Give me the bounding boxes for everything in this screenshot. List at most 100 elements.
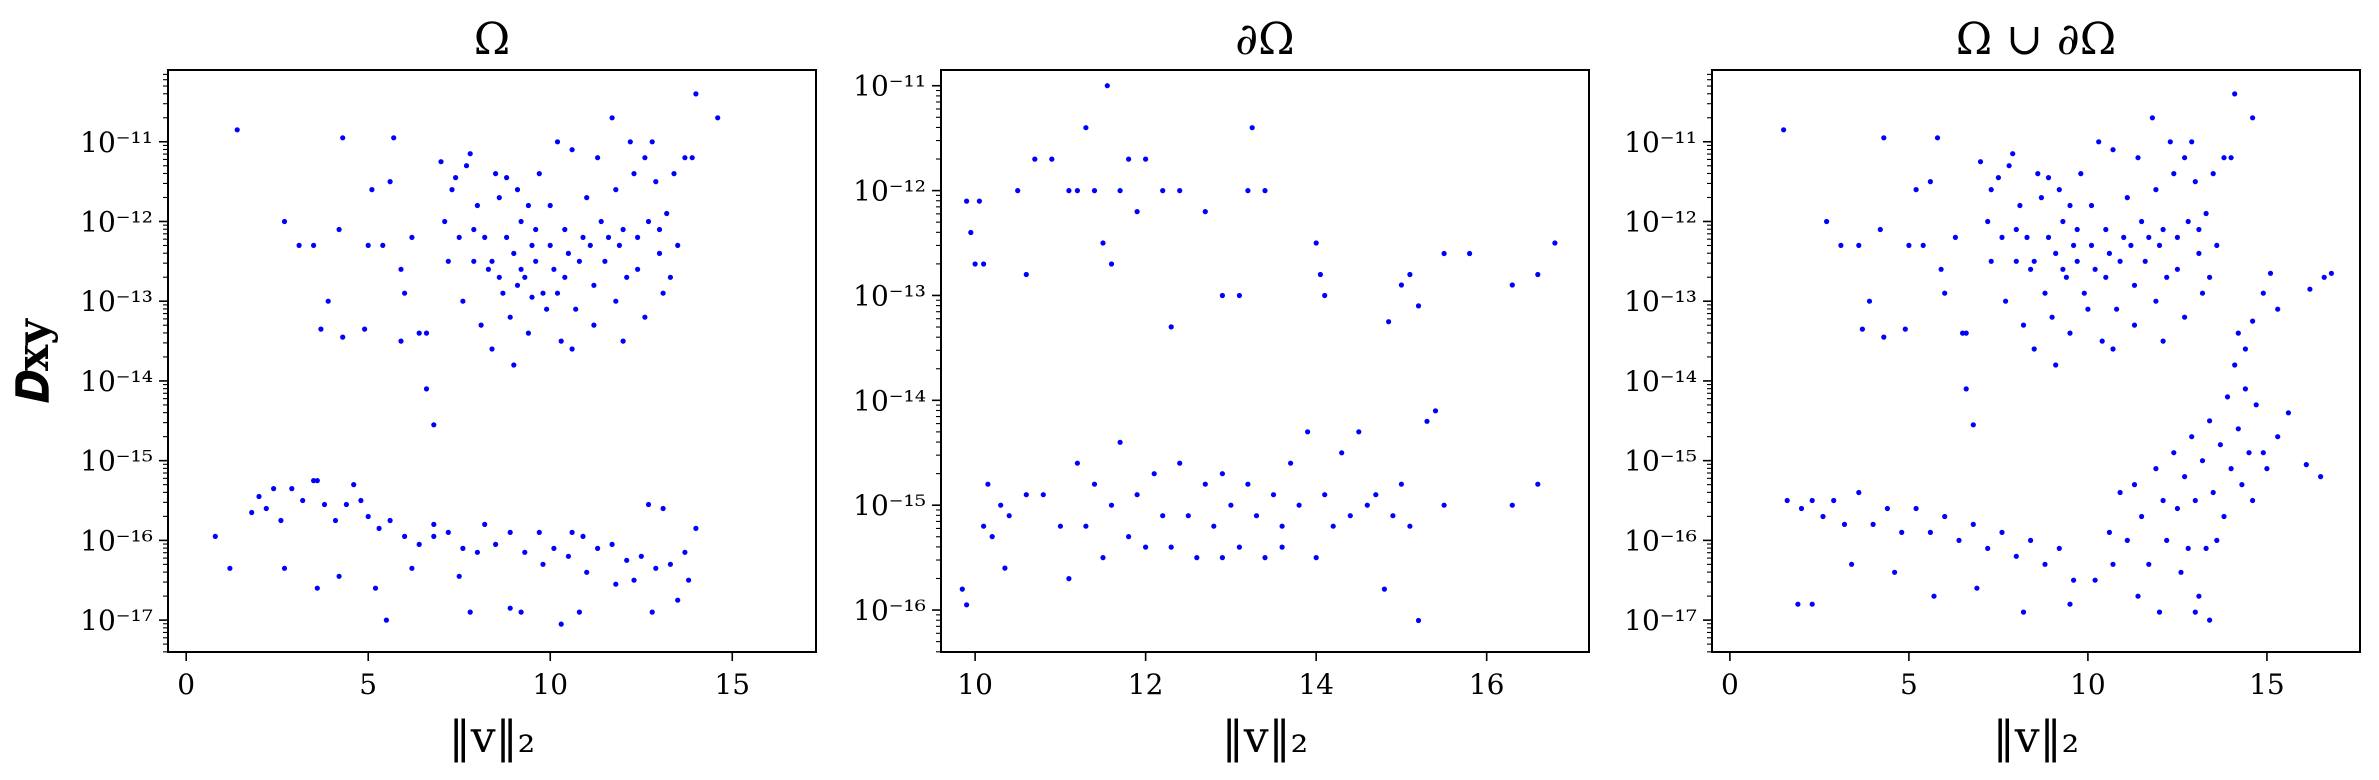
data-point xyxy=(2035,171,2041,177)
data-point xyxy=(1134,492,1140,498)
data-point xyxy=(456,234,462,240)
data-point xyxy=(1185,513,1191,519)
data-point xyxy=(2106,250,2112,256)
data-point xyxy=(1006,513,1012,519)
data-point xyxy=(1856,242,1862,248)
data-point xyxy=(635,234,641,240)
data-point xyxy=(2171,450,2177,456)
data-point xyxy=(2060,218,2066,225)
data-point xyxy=(2196,226,2202,233)
y-tick-label: 10⁻¹³ xyxy=(80,285,153,318)
data-point xyxy=(1881,334,1887,340)
data-point xyxy=(423,330,430,336)
data-point xyxy=(2232,91,2238,97)
data-point xyxy=(518,609,524,615)
x-tick-label: 5 xyxy=(1900,668,1918,701)
data-point xyxy=(453,175,459,181)
data-point xyxy=(620,226,626,233)
data-point xyxy=(1432,408,1439,414)
data-point xyxy=(1236,544,1242,550)
panel-union: 0 5 10 15 10⁻¹⁷ 10⁻¹⁶ 10⁻¹⁵ 10⁻¹⁴ 10⁻¹³ 10⁻¹² 10⁻¹… xyxy=(1624,14,2361,763)
data-point xyxy=(351,482,357,488)
data-point xyxy=(445,258,451,264)
data-point xyxy=(675,242,681,248)
data-point xyxy=(2096,139,2102,145)
data-point xyxy=(2067,330,2073,336)
data-point xyxy=(715,115,721,121)
data-point xyxy=(1942,290,1948,296)
data-point xyxy=(504,175,510,181)
data-point xyxy=(2196,593,2202,599)
data-point xyxy=(2078,171,2084,177)
data-point xyxy=(1322,492,1328,498)
data-point xyxy=(2042,561,2048,567)
data-point xyxy=(1831,497,1837,504)
data-point xyxy=(496,195,502,201)
data-point xyxy=(442,218,448,225)
data-point xyxy=(649,139,655,145)
data-point xyxy=(2189,434,2195,440)
data-point xyxy=(372,585,379,591)
data-point xyxy=(1228,502,1234,508)
data-point xyxy=(1913,187,1919,193)
data-point xyxy=(602,258,608,264)
data-point xyxy=(2203,545,2209,552)
data-point xyxy=(616,242,623,248)
data-point xyxy=(1245,481,1251,487)
data-point xyxy=(998,502,1004,508)
data-point xyxy=(635,266,641,272)
data-point xyxy=(2146,234,2152,240)
data-point xyxy=(2214,242,2220,248)
data-point xyxy=(2318,474,2324,480)
data-point xyxy=(2185,218,2191,225)
data-point xyxy=(2192,179,2198,185)
panel-title: Ω xyxy=(474,14,510,65)
data-point xyxy=(1305,429,1311,435)
data-point xyxy=(1956,537,1962,544)
data-point xyxy=(431,521,437,528)
data-point xyxy=(1884,505,1890,512)
data-point xyxy=(1262,555,1268,561)
data-point xyxy=(2235,426,2241,432)
y-tick-label: 10⁻¹³ xyxy=(1624,285,1697,318)
data-point xyxy=(271,486,277,492)
data-point xyxy=(514,282,521,288)
data-point xyxy=(471,226,477,233)
data-point xyxy=(514,187,521,193)
y-tick-label: 10⁻¹⁶ xyxy=(1624,524,1697,557)
data-point xyxy=(1870,521,1876,528)
data-point xyxy=(1339,450,1345,456)
data-point xyxy=(2088,242,2095,248)
data-point xyxy=(2053,362,2059,368)
data-point xyxy=(2020,609,2027,615)
data-point xyxy=(2328,270,2334,276)
data-point xyxy=(584,195,590,201)
data-point xyxy=(573,306,579,312)
data-point xyxy=(474,549,480,555)
data-point xyxy=(2071,242,2077,248)
data-point xyxy=(2167,139,2173,145)
data-point xyxy=(2185,545,2191,552)
data-point xyxy=(2199,290,2206,296)
data-point xyxy=(547,242,553,248)
data-point xyxy=(1373,492,1379,498)
data-point xyxy=(2031,346,2037,352)
data-point xyxy=(2056,545,2062,552)
data-point xyxy=(689,155,695,161)
data-point xyxy=(533,226,539,233)
data-point xyxy=(1066,188,1072,194)
data-point xyxy=(2003,298,2009,304)
data-point xyxy=(1066,576,1072,582)
data-point xyxy=(227,565,233,571)
data-point xyxy=(1117,188,1123,194)
y-tick-label: 10⁻¹⁵ xyxy=(853,489,926,522)
data-point xyxy=(656,226,663,233)
data-point xyxy=(529,294,535,300)
data-point xyxy=(1795,601,1801,607)
data-point xyxy=(1219,292,1225,299)
data-point xyxy=(624,557,630,563)
data-point xyxy=(321,501,328,508)
data-point xyxy=(653,179,659,185)
data-point xyxy=(2085,306,2091,312)
